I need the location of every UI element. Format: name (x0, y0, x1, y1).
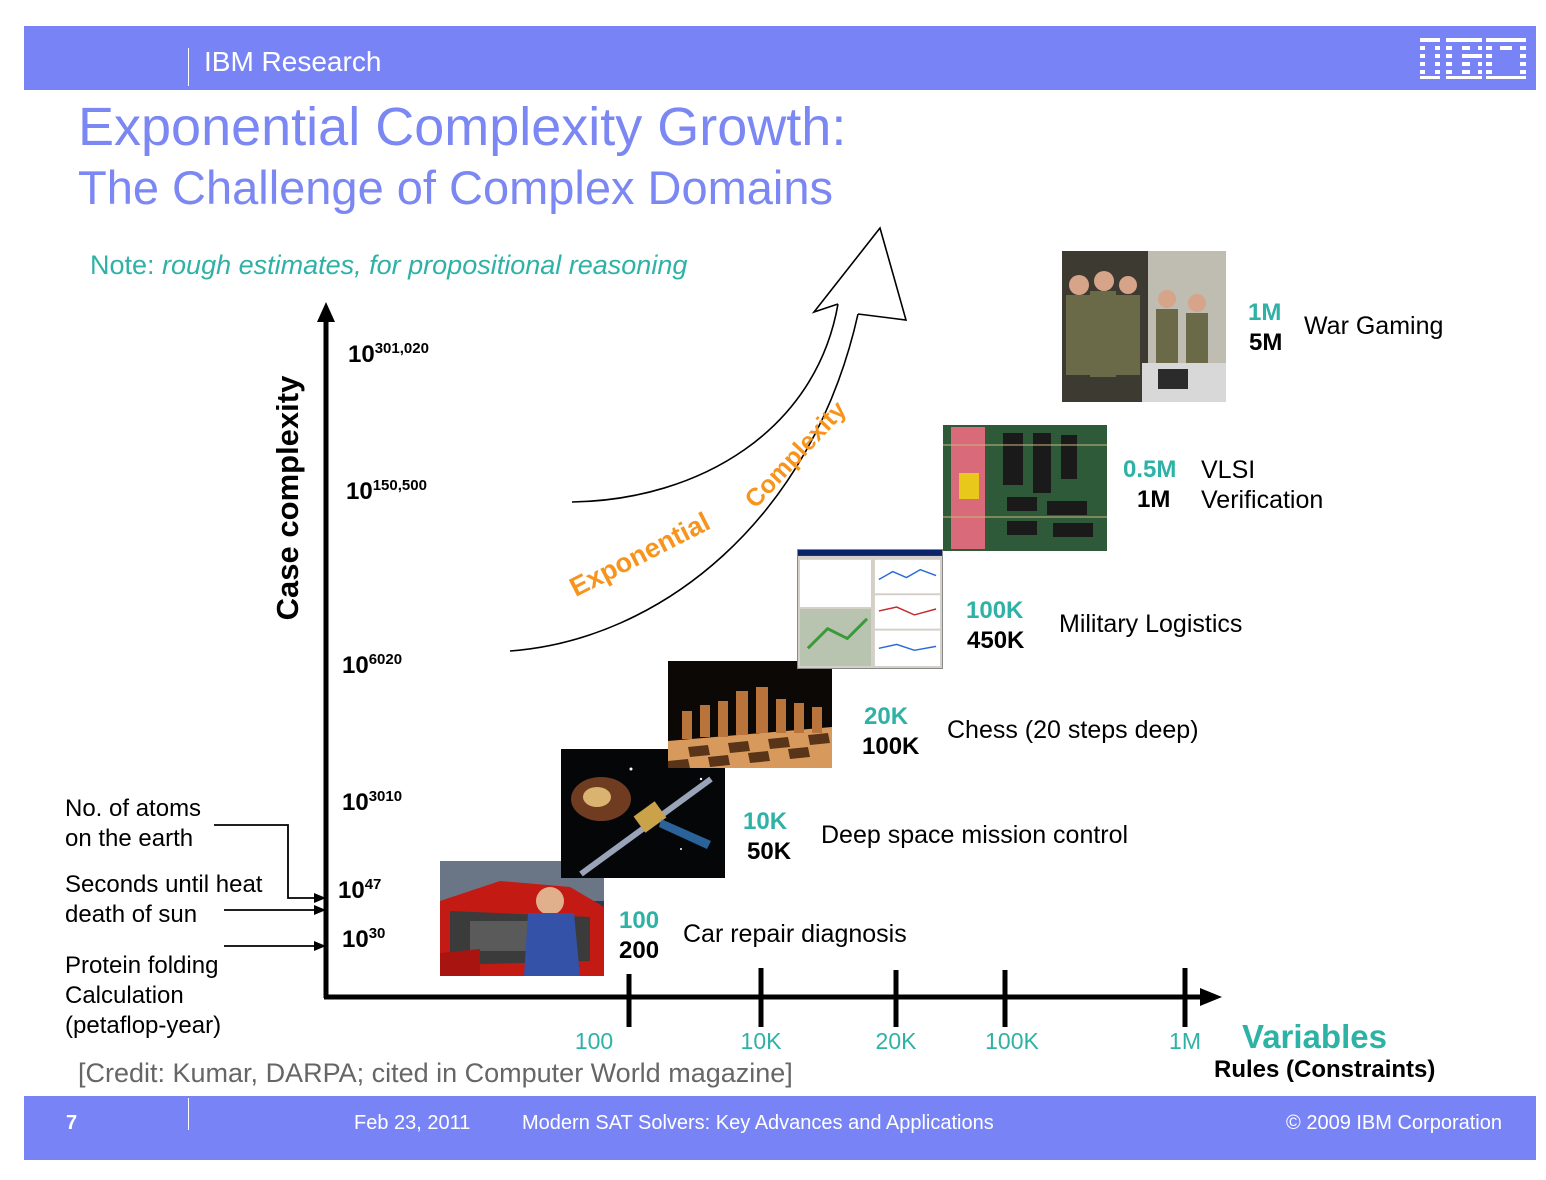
footer-talk-title: Modern SAT Solvers: Key Advances and App… (522, 1112, 994, 1134)
x-tick-label: 1M (1169, 1028, 1201, 1054)
y-tick-exponent: 150,500 (372, 477, 427, 494)
note-line: Protein folding (65, 952, 219, 979)
estimate-note: Note: rough estimates, for propositional… (90, 250, 687, 281)
complexity-arrowhead (811, 226, 908, 321)
page-number: 7 (66, 1112, 78, 1134)
note-line: on the earth (65, 825, 194, 852)
y-axis-arrowhead (317, 302, 335, 322)
atoms-pointer-arrow (314, 893, 326, 903)
x-axis-title: Variables (1242, 1018, 1387, 1055)
atoms-note: No. of atoms on the earth (65, 794, 201, 854)
car-rules: 200 (619, 937, 660, 964)
space-variables: 10K (743, 808, 788, 835)
note-line: No. of atoms (65, 795, 202, 822)
logistics-variables: 100K (966, 597, 1024, 624)
y-tick-label: 1047 (338, 876, 381, 905)
y-tick-exponent: 30 (368, 925, 386, 942)
vlsi-label-line1: VLSI (1201, 456, 1256, 484)
org-name: IBM Research (204, 46, 382, 77)
y-tick-exponent: 3010 (368, 788, 403, 805)
wargaming-label: War Gaming (1304, 312, 1444, 340)
y-axis-title: Case complexity (270, 375, 305, 621)
note-prefix: Note: (90, 250, 163, 280)
y-tick-base: 10 (338, 877, 365, 904)
slide-title: Exponential Complexity Growth: (78, 97, 847, 157)
car-variables: 100 (619, 907, 660, 934)
vlsi-chip-image (943, 425, 1107, 551)
war-gaming-image (1062, 251, 1226, 402)
y-tick-base: 10 (342, 789, 369, 816)
header-separator (188, 48, 189, 86)
y-tick-exponent: 6020 (368, 651, 403, 668)
note-line: (petaflop-year) (65, 1012, 222, 1039)
y-tick-label: 1030 (342, 925, 385, 954)
complexity-curve-lower (509, 313, 859, 652)
y-tick-exponent: 301,020 (374, 340, 429, 357)
y-tick-label: 10150,500 (346, 477, 427, 506)
x-axis-arrowhead (1200, 988, 1222, 1006)
footer-copyright: © 2009 IBM Corporation (1286, 1112, 1502, 1134)
note-line: Seconds until heat (65, 871, 263, 898)
x-tick-label: 10K (740, 1028, 782, 1054)
logistics-label: Military Logistics (1059, 610, 1243, 638)
x-tick-label: 20K (875, 1028, 917, 1054)
chess-variables: 20K (864, 703, 909, 730)
space-rules: 50K (747, 838, 792, 865)
y-tick-base: 10 (342, 926, 369, 953)
y-tick-exponent: 47 (364, 876, 382, 893)
footer-separator (188, 1098, 189, 1130)
y-tick-base: 10 (342, 652, 369, 679)
y-tick-base: 10 (346, 478, 373, 505)
y-tick-base: 10 (348, 341, 375, 368)
credit-line: [Credit: Kumar, DARPA; cited in Computer… (78, 1058, 793, 1088)
car-repair-image (440, 861, 604, 976)
chess-rules: 100K (862, 733, 920, 760)
chess-label: Chess (20 steps deep) (947, 716, 1199, 744)
wargaming-variables: 1M (1248, 299, 1282, 326)
note-text: rough estimates, for propositional reaso… (162, 250, 688, 280)
car-label: Car repair diagnosis (683, 920, 907, 948)
y-tick-label: 106020 (342, 651, 402, 680)
slide-subtitle: The Challenge of Complex Domains (78, 161, 833, 214)
y-tick-label: 10301,020 (348, 340, 429, 369)
footer-date: Feb 23, 2011 (354, 1112, 471, 1134)
header-bar: IBM Research (24, 26, 1536, 90)
vlsi-label-line2: Verification (1201, 486, 1324, 514)
vlsi-variables: 0.5M (1123, 456, 1177, 483)
protein-note: Protein folding Calculation (petaflop-ye… (65, 951, 221, 1041)
vlsi-rules: 1M (1137, 486, 1171, 513)
sun-death-note: Seconds until heat death of sun (65, 870, 262, 930)
x-axis-subtitle: Rules (Constraints) (1214, 1056, 1436, 1083)
atoms-pointer-line (214, 824, 316, 899)
military-logistics-image (797, 549, 943, 669)
chess-image (668, 661, 832, 768)
note-line: death of sun (65, 901, 198, 928)
vlsi-label: VLSI Verification (1201, 455, 1323, 515)
sun-pointer-arrow (314, 905, 326, 915)
note-line: Calculation (65, 982, 184, 1009)
logistics-rules: 450K (967, 627, 1025, 654)
ibm-logo (1420, 38, 1526, 79)
footer-bar: 7 Feb 23, 2011 Modern SAT Solvers: Key A… (24, 1096, 1536, 1160)
x-tick-label: 100 (574, 1028, 614, 1054)
space-label: Deep space mission control (821, 821, 1129, 849)
y-tick-label: 103010 (342, 788, 402, 817)
complexity-curve-upper (571, 303, 839, 503)
deep-space-image (561, 749, 725, 878)
x-tick-label: 100K (985, 1028, 1039, 1054)
wargaming-rules: 5M (1249, 329, 1283, 356)
protein-pointer-arrow (314, 941, 326, 951)
